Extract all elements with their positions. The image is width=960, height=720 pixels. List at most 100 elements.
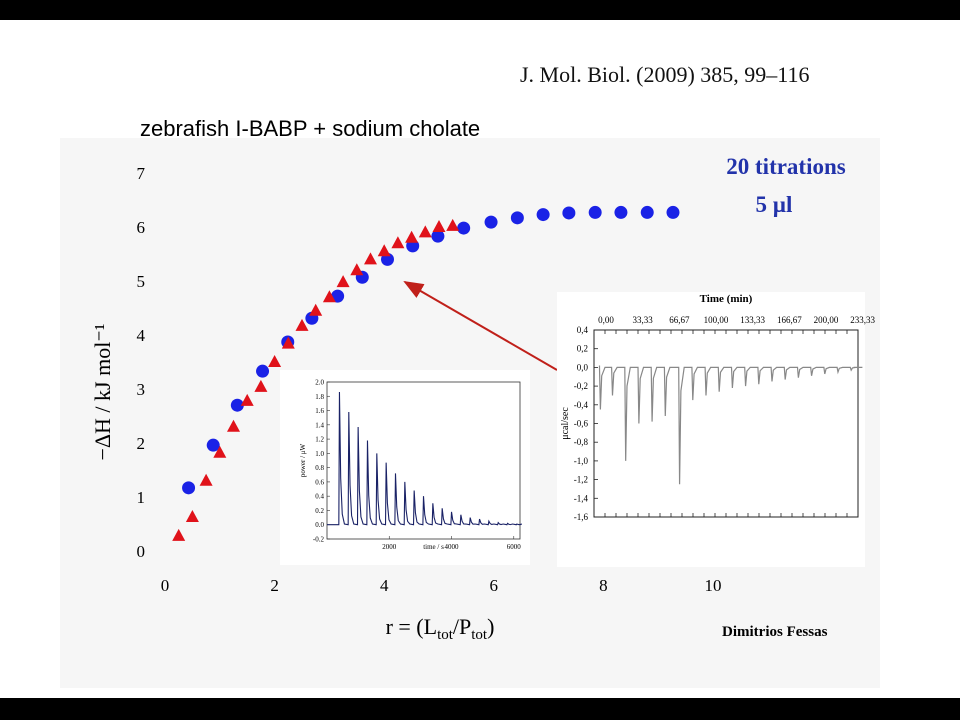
data-point-triangle (227, 419, 240, 432)
inset2-y-tick-label: -1,0 (574, 456, 589, 466)
author-credit: Dimitrios Fessas (722, 624, 828, 640)
x-label-part: ) (487, 614, 494, 639)
data-point-circle (230, 398, 244, 412)
data-point-triangle (405, 230, 419, 243)
main-axes: 0 2 4 6 8 10 0 1 2 3 4 5 6 7 (137, 164, 722, 595)
data-point-circle (431, 229, 445, 243)
inset1-y-tick-label: 2.0 (315, 379, 324, 387)
inset2-top-tick-label: 66,67 (669, 315, 690, 325)
main-y-tick-label: 2 (137, 434, 146, 453)
data-point-triangle (432, 220, 446, 232)
data-point-triangle (199, 473, 213, 486)
inset2-top-tick-label: 133,33 (740, 315, 765, 325)
inset2-y-tick-label: 0,2 (577, 344, 588, 354)
main-data-points (172, 205, 680, 541)
inset1-y-tick-label: 0.4 (315, 493, 324, 501)
inset1-y-tick-label: 1.2 (315, 436, 324, 444)
main-y-tick-label: 4 (137, 326, 146, 345)
slide-title: zebrafish I-BABP + sodium cholate (140, 116, 481, 141)
data-point-triangle (364, 252, 377, 265)
inset2-y-tick-label: 0,0 (577, 362, 589, 372)
data-point-triangle (172, 528, 186, 541)
inset1-y-tick-label: 0.2 (315, 507, 324, 515)
main-x-tick-label: 0 (161, 576, 170, 595)
inset2-top-tick-label: 233,33 (850, 315, 875, 325)
inset2-top-tick-label: 100,00 (704, 315, 729, 325)
annotation-titrations: 20 titrations (726, 154, 846, 179)
data-point-triangle (240, 393, 254, 406)
main-x-tick-label: 4 (380, 576, 389, 595)
data-point-triangle (418, 225, 432, 238)
inset1-y-tick-label: 1.0 (315, 450, 324, 458)
inset2-y-axis-label: μcal/sec (560, 407, 571, 440)
data-point-circle (484, 215, 498, 229)
main-y-tick-label: 7 (137, 164, 146, 183)
main-y-tick-label: 1 (137, 488, 146, 507)
inset1-x-axis-label: time / s (423, 543, 444, 551)
main-x-axis-label: r = (Ltot/Ptot) (386, 614, 495, 643)
inset-power-chart: -0.2 0.0 0.2 0.4 0.6 0.8 1.0 1.2 1.4 1.6 1.8 2.0 200… (280, 370, 530, 565)
inset1-y-tick-label: 0.0 (315, 521, 324, 529)
inset2-heat-trace (598, 365, 863, 485)
data-point-triangle (322, 290, 336, 303)
inset1-x-tick-label: 6000 (507, 543, 522, 551)
inset1-y-tick-label: 1.8 (315, 393, 324, 401)
data-point-triangle (350, 263, 364, 276)
data-point-circle (536, 208, 550, 222)
data-point-triangle (295, 318, 309, 331)
annotation-volume: 5 µl (756, 192, 793, 217)
data-point-triangle (336, 275, 350, 288)
inset1-background (280, 370, 530, 565)
data-point-circle (331, 289, 345, 303)
main-y-axis-label: −ΔH / kJ mol⁻¹ (90, 323, 115, 460)
x-label-part: tot (437, 627, 454, 643)
data-point-circle (182, 481, 196, 495)
pointer-arrow (403, 280, 558, 371)
x-label-part: tot (471, 627, 488, 643)
inset1-y-tick-label: 0.6 (315, 478, 324, 486)
inset1-y-tick-label: -0.2 (313, 536, 325, 544)
inset2-top-tick-label: 200,00 (814, 315, 839, 325)
data-point-triangle (446, 218, 460, 231)
main-y-tick-label: 6 (137, 218, 146, 237)
main-x-tick-label: 10 (705, 576, 722, 595)
main-y-tick-label: 0 (137, 542, 146, 561)
data-point-circle (510, 211, 524, 225)
inset2-top-tick-label: 166,67 (777, 315, 802, 325)
inset1-y-axis-label: power / μW (299, 443, 307, 477)
inset1-frame (326, 381, 521, 540)
data-point-circle (457, 221, 471, 235)
inset2-top-tick-label: 33,33 (633, 315, 654, 325)
data-point-triangle (185, 509, 199, 522)
data-point-circle (562, 206, 576, 220)
inset1-y-tick-label: 0.8 (315, 464, 324, 472)
inset2-y-tick-label: -0,8 (574, 437, 589, 447)
main-x-tick-label: 8 (599, 576, 608, 595)
inset2-top-tick-label: 0,00 (598, 315, 614, 325)
inset2-y-tick-label: -1,6 (574, 512, 589, 522)
data-point-triangle (268, 355, 282, 367)
data-point-circle (256, 364, 270, 378)
main-y-tick-label: 5 (137, 272, 146, 291)
inset2-y-tick-label: -0,4 (574, 400, 589, 410)
data-point-circle (666, 205, 680, 219)
data-point-triangle (391, 236, 405, 249)
inset1-power-trace (327, 391, 523, 526)
main-x-tick-label: 6 (490, 576, 499, 595)
inset1-x-tick-label: 4000 (445, 543, 460, 551)
x-label-part: r = (L (386, 614, 438, 639)
data-point-circle (206, 438, 220, 452)
inset2-y-tick-label: 0,4 (577, 325, 589, 335)
data-point-circle (614, 205, 628, 219)
inset2-y-tick-label: -1,2 (574, 475, 588, 485)
data-point-triangle (309, 303, 323, 316)
x-label-part: /P (453, 614, 471, 639)
inset2-y-tick-label: -1,4 (574, 493, 589, 503)
inset1-x-tick-label: 2000 (382, 543, 397, 551)
inset1-y-tick-label: 1.4 (315, 421, 324, 429)
data-point-circle (640, 205, 654, 219)
inset2-title: Time (min) (700, 293, 753, 305)
data-point-triangle (377, 244, 391, 257)
inset-heat-rate-chart: Time (min) 0,00 33,33 66,67 100,00 133,33 166,… (557, 292, 876, 567)
